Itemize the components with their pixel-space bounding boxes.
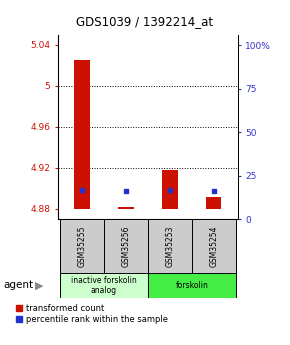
Bar: [148, 273, 235, 298]
Bar: [75, 60, 90, 209]
Bar: [60, 219, 104, 273]
Bar: [206, 197, 221, 209]
Text: GSM35254: GSM35254: [209, 225, 218, 267]
Text: ▶: ▶: [35, 280, 44, 290]
Bar: [104, 219, 148, 273]
Text: agent: agent: [3, 280, 33, 290]
Bar: [60, 273, 148, 298]
Text: GDS1039 / 1392214_at: GDS1039 / 1392214_at: [77, 16, 213, 29]
Text: GSM35255: GSM35255: [78, 225, 87, 267]
Text: GSM35253: GSM35253: [165, 225, 174, 267]
Text: inactive forskolin
analog: inactive forskolin analog: [71, 276, 137, 295]
Bar: [162, 170, 177, 209]
Bar: [118, 207, 134, 209]
Text: GSM35256: GSM35256: [122, 225, 130, 267]
Bar: [148, 219, 192, 273]
Text: forskolin: forskolin: [175, 281, 208, 290]
Bar: [192, 219, 235, 273]
Legend: transformed count, percentile rank within the sample: transformed count, percentile rank withi…: [16, 304, 168, 324]
